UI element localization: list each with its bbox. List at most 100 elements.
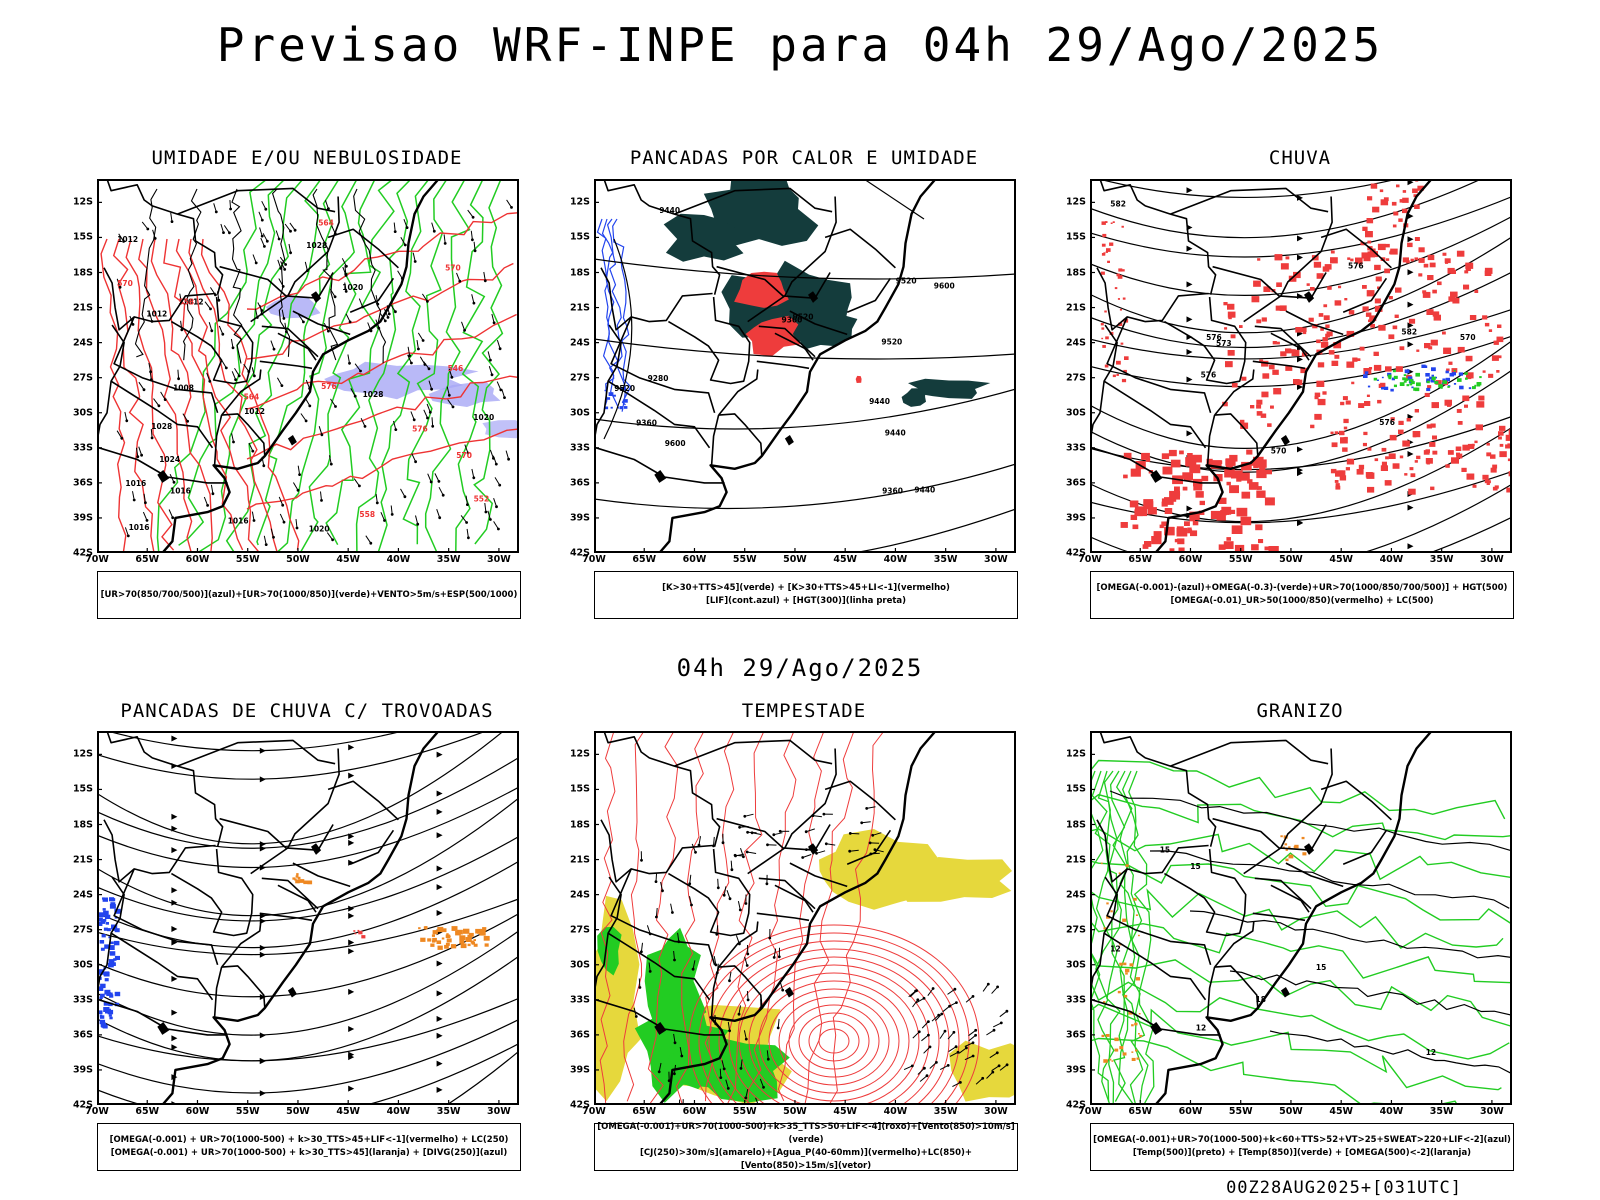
latitude-tick-label: 24S <box>1065 889 1086 901</box>
latitude-tick-label: 33S <box>72 442 93 454</box>
contour-label: 9440 <box>914 485 935 494</box>
latitude-tick-label: 24S <box>569 337 590 349</box>
latitude-tick-label: 39S <box>569 1064 590 1076</box>
contour-label: 576 <box>412 425 428 434</box>
latitude-tick-label: 12S <box>569 748 590 760</box>
latitude-axis: 12S 15S 18S 21S 24S 27S 30S 33S 36S 39S 42S <box>554 731 594 1111</box>
latitude-tick-label: 15S <box>1065 231 1086 243</box>
latitude-tick-label: 15S <box>569 231 590 243</box>
contour-label: 570 <box>1460 333 1476 342</box>
latitude-tick-label: 15S <box>569 783 590 795</box>
contour-label: 15 <box>1160 846 1170 855</box>
latitude-tick-label: 24S <box>72 337 93 349</box>
contour-label: 564 <box>244 393 260 402</box>
contour-label: 9520 <box>881 338 902 347</box>
contour-label: 570 <box>456 451 472 460</box>
contour-label: 1020 <box>473 413 494 422</box>
contour-label: 9360 <box>636 418 657 427</box>
contour-label: 576 <box>1206 333 1222 342</box>
latitude-tick-label: 42S <box>72 547 93 559</box>
longitude-tick-label: 55W <box>732 554 757 565</box>
longitude-tick-label: 65W <box>632 1106 657 1117</box>
contour-label: 1016 <box>125 479 146 488</box>
latitude-tick-label: 33S <box>1065 442 1086 454</box>
contour-label: 582 <box>1110 199 1126 208</box>
longitude-tick-label: 50W <box>1279 1106 1303 1117</box>
legend-line: [OMEGA(-0.001)+UR>70(1000-500)+k<60+TTS>… <box>1093 1135 1511 1145</box>
longitude-tick-label: 40W <box>386 1106 411 1117</box>
latitude-tick-label: 33S <box>569 994 590 1006</box>
legend-heat: [K>30+TTS>45](verde) + [K>30+TTS>45+LI<-… <box>594 571 1018 619</box>
latitude-tick-label: 27S <box>72 924 93 936</box>
contour-label: 558 <box>359 510 375 519</box>
contour-label: 1016 <box>129 523 150 532</box>
map-tempest <box>594 731 1016 1105</box>
contour-label: 552 <box>474 495 490 504</box>
longitude-tick-label: 65W <box>135 554 160 565</box>
longitude-tick-label: 60W <box>185 1106 210 1117</box>
contour-label: 9360 <box>882 487 903 496</box>
longitude-tick-label: 35W <box>436 1106 461 1117</box>
latitude-tick-label: 30S <box>569 959 590 971</box>
panel-title-tempest: TEMPESTADE <box>741 700 867 722</box>
contour-label: 9280 <box>648 374 669 383</box>
longitude-tick-label: 30W <box>1480 554 1504 565</box>
panel-title-rain: CHUVA <box>1268 147 1332 169</box>
contour-label: 576 <box>1348 261 1364 270</box>
contour-label: 1028 <box>306 241 327 250</box>
legend-rain: [OMEGA(-0.001)-(azul)+OMEGA(-0.3)-(verde… <box>1090 571 1514 619</box>
latitude-tick-label: 30S <box>72 407 93 419</box>
latitude-tick-label: 27S <box>569 372 590 384</box>
latitude-tick-label: 30S <box>1065 407 1086 419</box>
longitude-tick-label: 60W <box>185 554 210 565</box>
longitude-tick-label: 30W <box>984 554 1008 565</box>
legend-line: [LIF](cont.azul) + [HGT(300)](linha pret… <box>705 596 907 606</box>
longitude-axis: 70W 65W 60W 55W 50W 45W 40W 35W 30W <box>1078 554 1512 566</box>
longitude-tick-label: 40W <box>883 554 908 565</box>
latitude-tick-label: 27S <box>1065 924 1086 936</box>
latitude-tick-label: 39S <box>569 512 590 524</box>
longitude-tick-label: 45W <box>1329 554 1354 565</box>
latitude-tick-label: 30S <box>569 407 590 419</box>
contour-label: 1020 <box>309 524 330 533</box>
latitude-tick-label: 36S <box>1065 1029 1086 1041</box>
contour-label: 1028 <box>151 422 172 431</box>
longitude-tick-label: 55W <box>1228 554 1253 565</box>
legend-line: [OMEGA(-0.01)_UR>50(1000/850)(vermelho) … <box>1170 596 1434 606</box>
longitude-tick-label: 55W <box>1228 1106 1253 1117</box>
contour-label: 9440 <box>885 429 906 438</box>
latitude-tick-label: 27S <box>1065 372 1086 384</box>
legend-line: [OMEGA(-0.001)-(azul)+OMEGA(-0.3)-(verde… <box>1096 583 1508 593</box>
legend-hail: [OMEGA(-0.001)+UR>70(1000-500)+k<60+TTS>… <box>1090 1123 1514 1171</box>
longitude-tick-label: 30W <box>487 554 511 565</box>
longitude-tick-label: 65W <box>632 554 657 565</box>
longitude-tick-label: 35W <box>933 1106 958 1117</box>
latitude-axis: 12S 15S 18S 21S 24S 27S 30S 33S 36S 39S 42S <box>57 731 97 1111</box>
latitude-tick-label: 18S <box>1065 267 1086 278</box>
latitude-tick-label: 30S <box>1065 959 1086 971</box>
latitude-tick-label: 27S <box>72 372 93 384</box>
longitude-axis: 70W 65W 60W 55W 50W 45W 40W 35W 30W <box>85 1106 519 1118</box>
contour-label: 9600 <box>665 439 686 448</box>
contour-label: 558 <box>179 298 195 307</box>
longitude-tick-label: 40W <box>883 1106 908 1117</box>
latitude-tick-label: 12S <box>1065 196 1086 208</box>
contour-label: 9600 <box>934 282 955 291</box>
longitude-axis: 70W 65W 60W 55W 50W 45W 40W 35W 30W <box>582 554 1016 566</box>
map-humidity: 1012 1012 1016 1020 1016 1020 1020 1024 1028 1028… <box>97 179 519 553</box>
map-heat: 9520 9520 9600 9600 9520 9440 9440 9440 9360 9360… <box>594 179 1016 553</box>
latitude-tick-label: 42S <box>569 1099 590 1111</box>
latitude-tick-label: 30S <box>72 959 93 971</box>
contour-label: 12 <box>1110 945 1120 954</box>
latitude-axis: 12S 15S 18S 21S 24S 27S 30S 33S 36S 39S 42S <box>554 179 594 559</box>
contour-label: 570 <box>445 263 461 272</box>
latitude-tick-label: 42S <box>1065 547 1086 559</box>
contour-label: 1016 <box>170 486 191 495</box>
contour-label: 9440 <box>869 397 890 406</box>
contour-label: 582 <box>1401 328 1417 337</box>
longitude-tick-label: 40W <box>1379 1106 1404 1117</box>
longitude-tick-label: 50W <box>783 554 807 565</box>
latitude-tick-label: 18S <box>72 267 93 278</box>
latitude-tick-label: 18S <box>569 819 590 830</box>
contour-label: 1008 <box>173 384 194 393</box>
